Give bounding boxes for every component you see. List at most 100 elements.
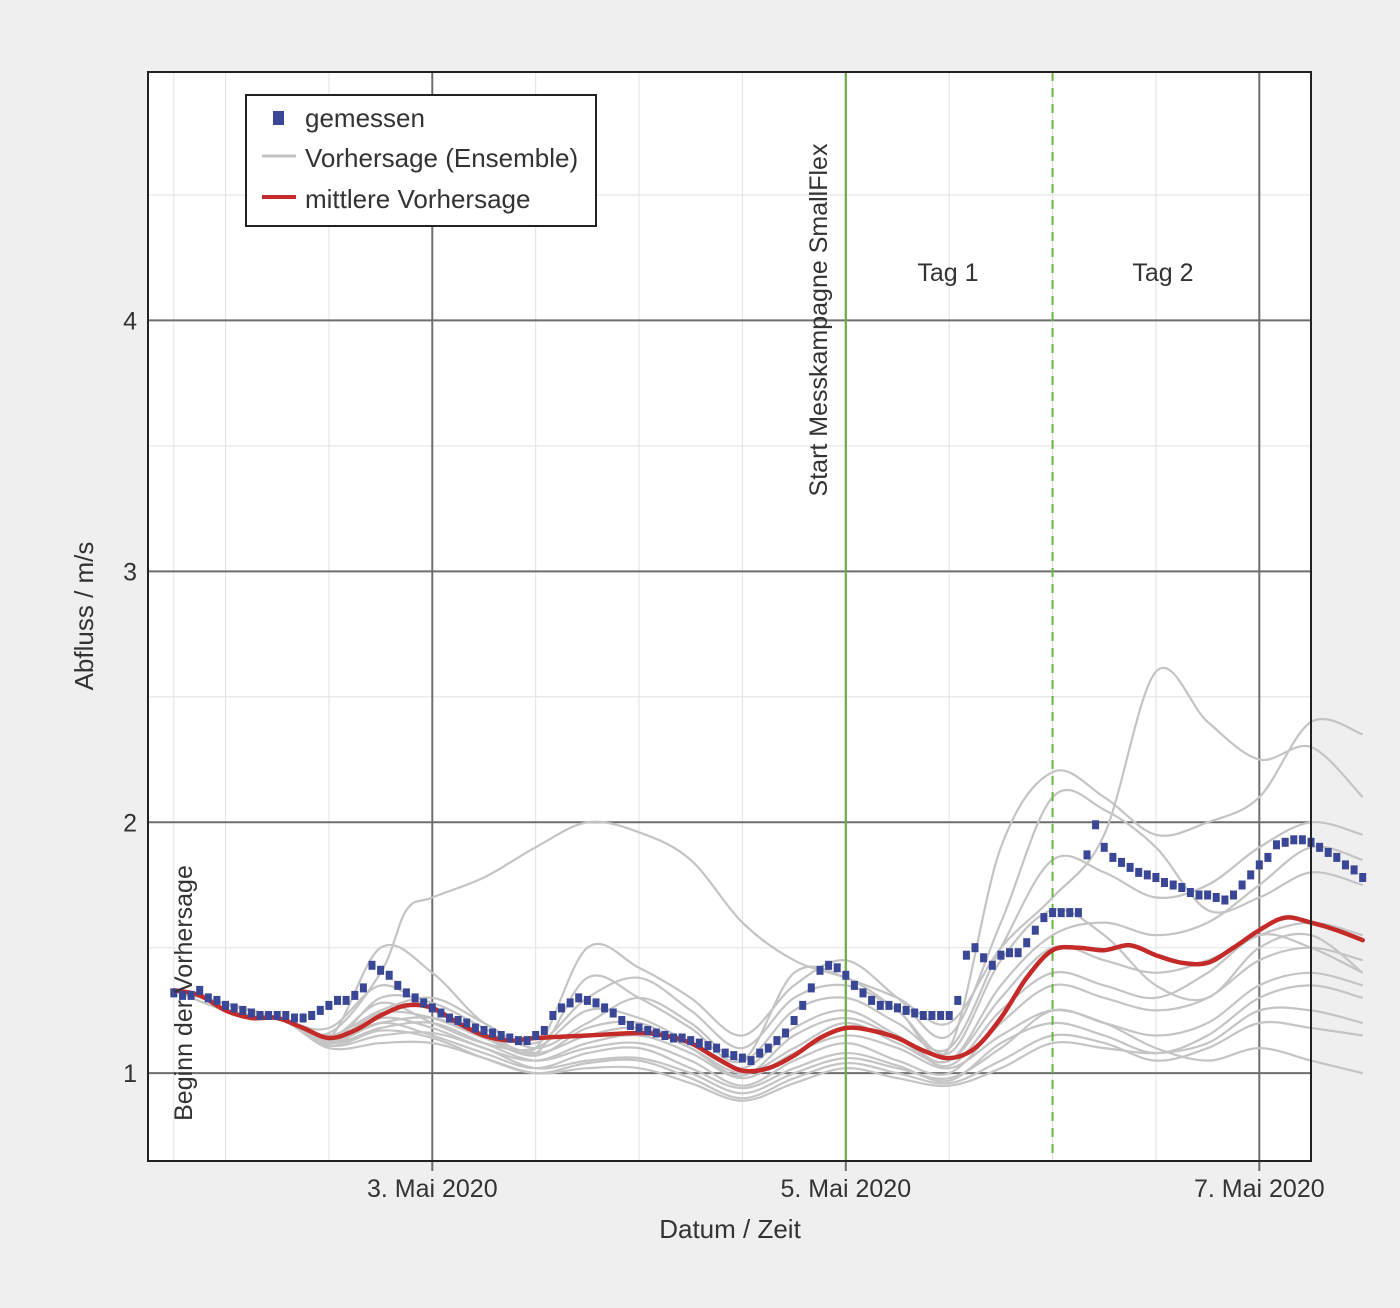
measured-point [1342,860,1349,870]
measured-point [1152,873,1160,882]
measured-point [1066,908,1074,918]
measured-point [583,995,591,1005]
measured-point [514,1036,522,1046]
measured-point [385,970,393,980]
measured-point [954,995,962,1005]
legend-measured-label: gemessen [305,103,425,133]
measured-point [532,1031,540,1040]
measured-point [850,980,858,990]
measured-point [411,993,419,1003]
measured-point [1057,908,1065,918]
measured-point [721,1048,729,1058]
measured-point [678,1033,686,1043]
measured-point [523,1036,531,1046]
measured-point [885,1000,893,1010]
measured-point [316,1005,324,1015]
measured-point [566,998,574,1008]
measured-point [773,1036,781,1046]
measured-point [291,1013,298,1023]
measured-point [1135,867,1143,877]
measured-point [1006,948,1013,958]
measured-point [644,1026,652,1035]
measured-point [695,1038,703,1048]
measured-point [1264,852,1272,862]
measured-point [911,1008,919,1018]
measured-point [980,953,988,963]
measured-point [446,1013,453,1023]
measured-point [1014,948,1022,958]
y-tick-label: 1 [123,1060,137,1088]
measured-point [420,998,428,1008]
measured-point [247,1008,255,1018]
ensemble-line-6 [173,946,1363,1087]
mean-forecast-line [171,915,1365,1074]
measured-point [833,963,841,973]
measured-point [1350,865,1358,875]
measured-point [756,1048,764,1058]
measured-point [807,983,815,993]
measured-point [402,988,410,998]
ensemble-line-7 [173,971,1363,1095]
measured-point [187,990,195,1000]
measured-point [463,1018,471,1028]
ensemble-line-11 [173,845,1364,1070]
measured-point [799,1000,807,1010]
measured-point [308,1011,316,1020]
measured-point [1143,870,1151,880]
measured-point [859,988,867,998]
measured-point [790,1016,798,1025]
measured-point [480,1026,488,1035]
measured-point [1074,908,1082,918]
measured-point [1221,895,1229,905]
measured-point [558,1003,565,1013]
measured-point [902,1005,910,1015]
ensemble-line-13 [173,933,1364,1077]
measured-point [687,1036,695,1046]
y-tick-labels: 1 2 3 4 [123,307,137,1088]
measured-point [213,995,221,1005]
measured-point [928,1011,936,1020]
measured-point [334,995,341,1005]
measured-point [239,1005,247,1015]
plot-frame [147,71,1312,1162]
measured-point [377,965,385,975]
x-tick-label: 5. Mai 2020 [780,1175,911,1203]
x-tick-label: 7. Mai 2020 [1194,1175,1325,1203]
measured-point [1195,890,1203,900]
measured-point [816,965,824,975]
measured-point [222,1000,229,1010]
measured-point [997,950,1005,960]
measured-point [782,1028,789,1038]
measured-point [325,1000,333,1010]
measured-point [652,1028,660,1038]
measured-point [764,1043,772,1053]
measured-point [471,1023,479,1033]
day2-label: Tag 2 [1132,259,1193,287]
measured-point [1204,890,1212,900]
ensemble-line-3 [173,718,1364,1057]
measured-point [1273,840,1280,850]
ensemble-line-1 [173,666,1364,1036]
measured-point [730,1051,738,1061]
ensemble-line-5 [173,921,1363,1075]
measured-point [592,998,600,1008]
x-tick-labels: 3. Mai 2020 5. Mai 2020 7. Mai 2020 [367,1175,1325,1203]
measured-point [1238,880,1246,890]
measured-point [919,1011,927,1020]
forecast-start-label: Beginn der Vorhersage [170,865,198,1121]
measured-point [609,1008,617,1018]
measured-point [170,988,178,998]
measured-point [1255,860,1263,870]
ensemble-line-2 [173,789,1363,1055]
plot-area [148,72,1311,1161]
measured-point [368,960,376,970]
measured-point [1247,870,1255,880]
measured-point [1023,938,1031,948]
measured-point [1333,852,1341,862]
ensemble-line-14 [173,989,1363,1100]
measured-point [282,1011,290,1020]
measured-point [1212,893,1220,902]
measured-point [1178,883,1186,892]
measured-point [1100,842,1108,852]
